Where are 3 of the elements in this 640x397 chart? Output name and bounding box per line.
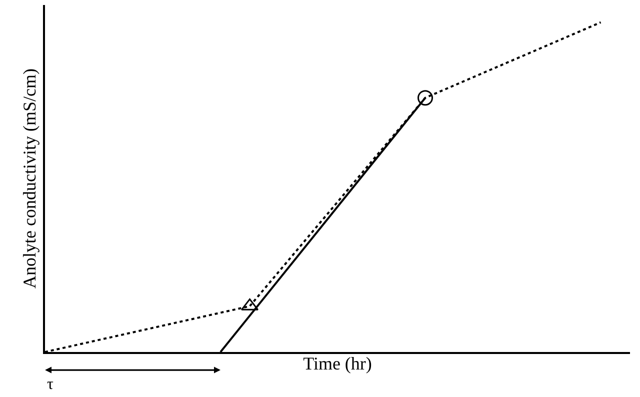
x-axis-title: Time (hr) bbox=[303, 354, 372, 374]
y-axis-title: Anolyte conductivity (mS/cm) bbox=[20, 68, 40, 288]
text: τ bbox=[47, 376, 54, 393]
